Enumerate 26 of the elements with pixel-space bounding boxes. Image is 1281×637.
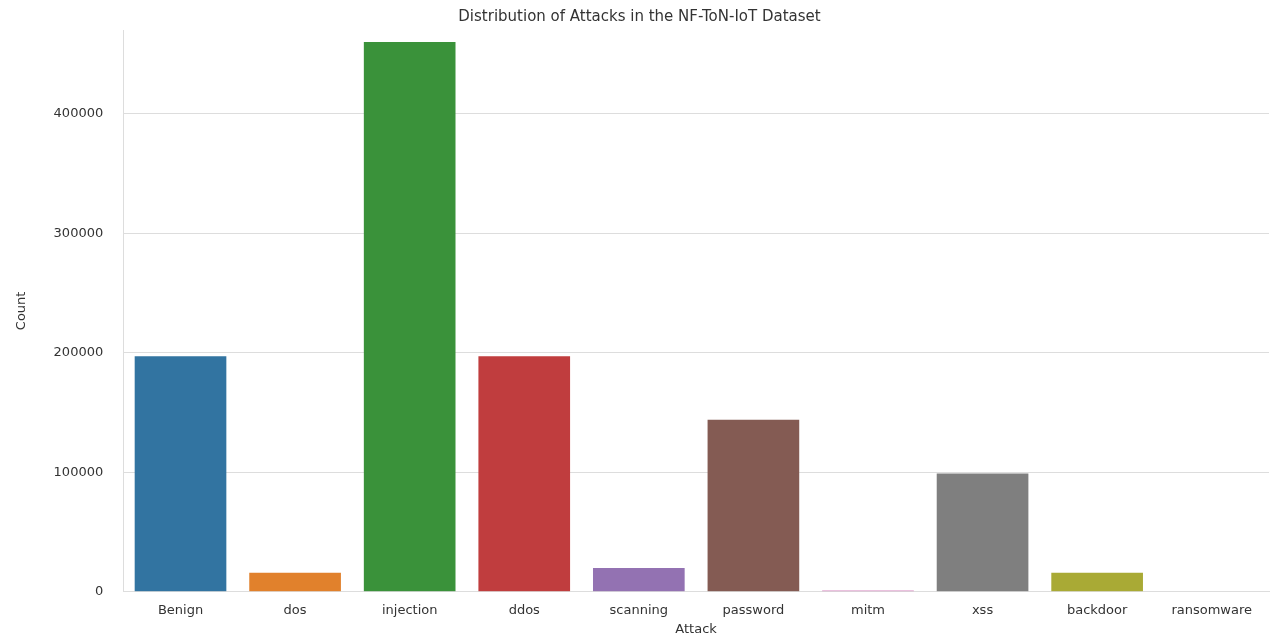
x-tick-label: password [722, 601, 785, 617]
bar [1051, 572, 1143, 592]
y-tick-label: 0 [94, 583, 104, 599]
bar [478, 356, 571, 592]
x-tick-label: scanning [609, 601, 669, 617]
x-axis-title: Attack [675, 620, 718, 636]
x-tick-label: xss [971, 601, 994, 617]
bar [249, 572, 341, 592]
bar [707, 419, 800, 592]
x-tick-label: injection [381, 601, 438, 617]
y-tick-label: 400000 [53, 105, 104, 121]
y-axis-title: Count [13, 291, 29, 331]
y-tick-label: 200000 [53, 344, 104, 360]
x-tick-label: backdoor [1066, 601, 1128, 617]
x-tick-label: ransomware [1171, 601, 1253, 617]
x-tick-label: mitm [850, 601, 885, 617]
x-tick-label: ddos [508, 601, 541, 617]
bar [936, 473, 1029, 592]
x-tick-label: Benign [157, 601, 204, 617]
bar [363, 41, 456, 592]
x-tick-label: dos [283, 601, 307, 617]
bar [134, 356, 227, 592]
y-tick-label: 100000 [53, 463, 104, 479]
bar [592, 567, 685, 592]
chart-title: Distribution of Attacks in the NF-ToN-IoT Dataset [458, 6, 821, 25]
y-tick-label: 300000 [53, 224, 104, 240]
